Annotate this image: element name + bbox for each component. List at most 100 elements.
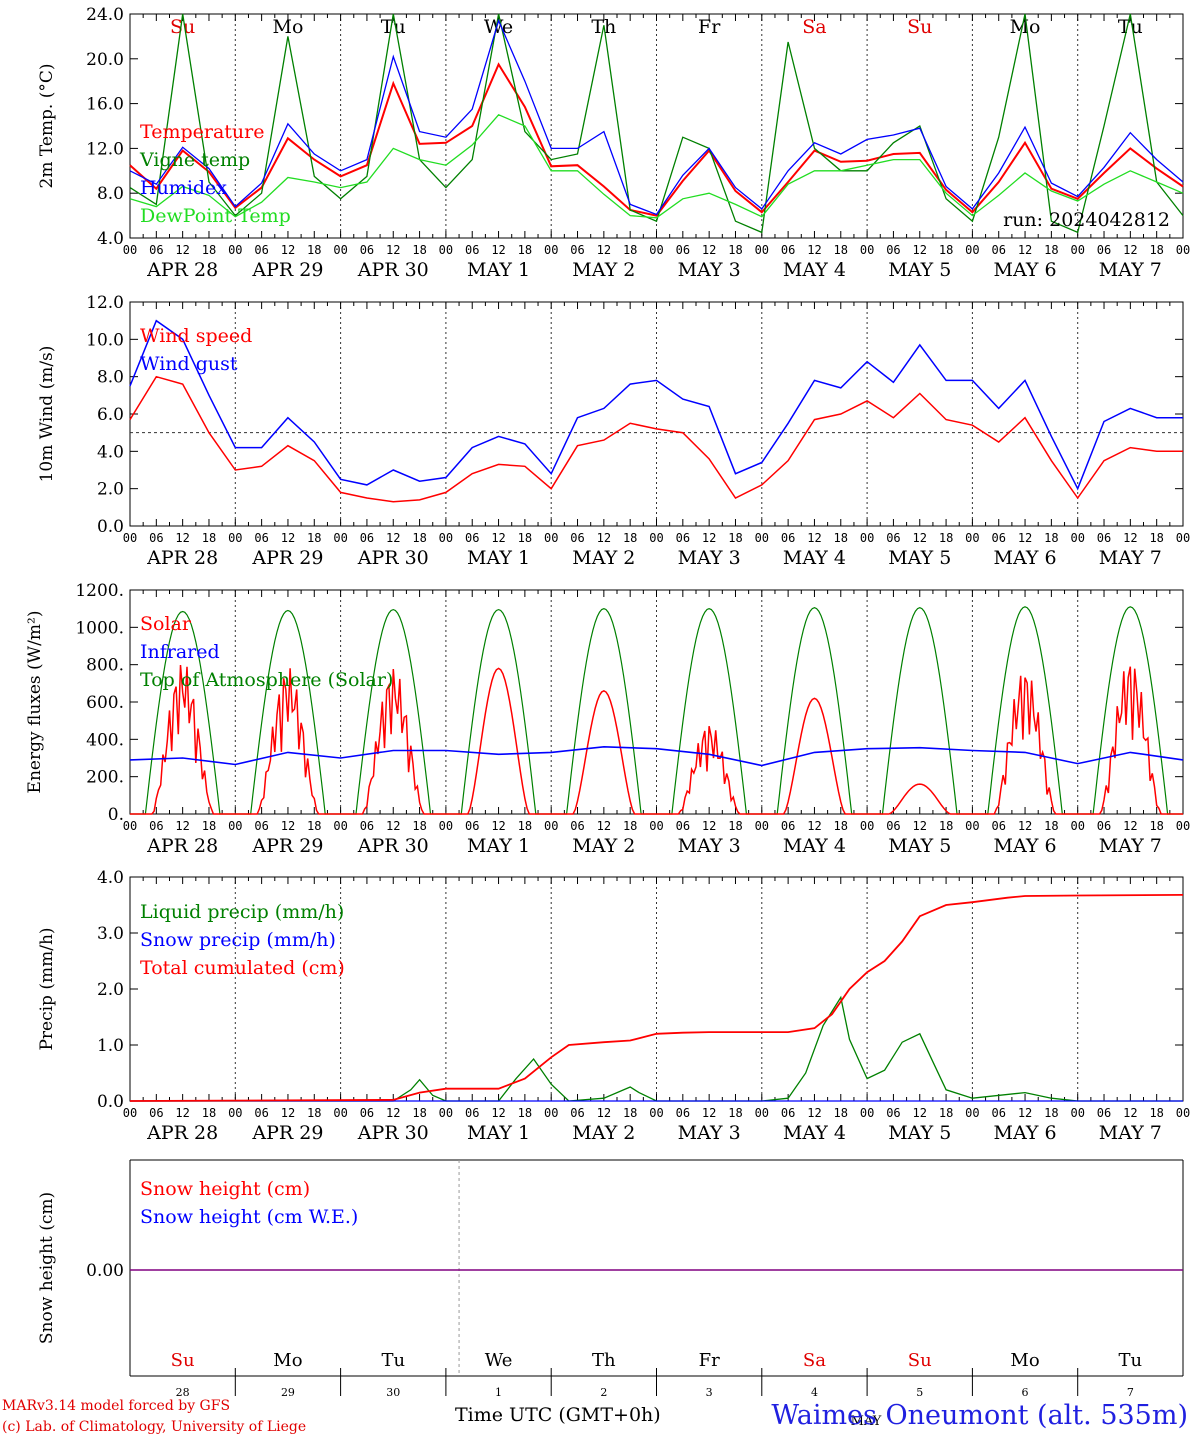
day-number-label: 30: [386, 1386, 400, 1399]
x-hour-label: 18: [412, 819, 426, 833]
y-tick-label: 0.: [108, 805, 124, 825]
x-hour-label: 12: [913, 1106, 927, 1120]
weekday-label: Sa: [803, 1350, 826, 1371]
weekday-label: Su: [908, 1350, 932, 1371]
x-hour-label: 18: [939, 1106, 953, 1120]
x-hour-label: 12: [807, 243, 821, 257]
x-hour-label: 06: [570, 531, 584, 545]
x-hour-label: 18: [1044, 531, 1058, 545]
x-hour-label: 00: [1070, 819, 1084, 833]
x-hour-label: 00: [1176, 819, 1190, 833]
x-hour-label: 18: [728, 243, 742, 257]
x-hour-label: 06: [781, 243, 795, 257]
legend-entry: Snow height (cm): [140, 1178, 310, 1200]
x-hour-label: 00: [1176, 531, 1190, 545]
x-hour-label: 12: [702, 1106, 716, 1120]
x-hour-label: 00: [333, 819, 347, 833]
x-hour-label: 12: [386, 819, 400, 833]
y-tick-label: 4.0: [97, 868, 124, 888]
x-hour-label: 06: [676, 243, 690, 257]
x-hour-label: 00: [755, 1106, 769, 1120]
x-hour-label: 12: [386, 531, 400, 545]
x-date-label: APR 28: [146, 259, 218, 281]
x-hour-label: 18: [939, 243, 953, 257]
y-axis-title: 10m Wind (m/s): [37, 346, 57, 483]
x-hour-label: 18: [307, 243, 321, 257]
x-hour-label: 18: [834, 243, 848, 257]
x-hour-label: 12: [281, 819, 295, 833]
x-hour-label: 12: [281, 1106, 295, 1120]
x-hour-label: 00: [965, 531, 979, 545]
x-hour-label: 12: [913, 243, 927, 257]
x-date-label: APR 29: [251, 547, 323, 569]
day-number-label: 5: [916, 1386, 923, 1399]
y-tick-label: 600.: [86, 693, 124, 713]
x-hour-label: 12: [175, 531, 189, 545]
x-hour-label: 12: [491, 243, 505, 257]
legend-entry: Wind gust: [140, 353, 238, 375]
y-axis-title: Snow height (cm): [37, 1192, 57, 1344]
weekday-label: Mo: [1010, 16, 1041, 38]
weekday-label: Th: [592, 1350, 616, 1371]
legend-entry: Total cumulated (cm): [140, 957, 345, 979]
weekday-label: Tu: [381, 1350, 405, 1371]
x-hour-label: 00: [1176, 243, 1190, 257]
x-hour-label: 00: [649, 1106, 663, 1120]
x-hour-label: 06: [1097, 819, 1111, 833]
x-date-label: MAY 7: [1099, 547, 1162, 569]
wind-series-2: [129, 319, 1183, 491]
x-hour-label: 18: [939, 531, 953, 545]
legend-entry: Solar: [140, 613, 192, 635]
x-hour-label: 06: [676, 1106, 690, 1120]
x-hour-label: 12: [597, 243, 611, 257]
x-hour-label: 12: [702, 243, 716, 257]
x-hour-label: 00: [860, 1106, 874, 1120]
x-hour-label: 00: [965, 819, 979, 833]
y-tick-label: 1200.: [75, 581, 124, 601]
x-hour-label: 06: [570, 1106, 584, 1120]
x-hour-label: 00: [439, 819, 453, 833]
x-date-label: MAY 2: [572, 547, 635, 569]
x-hour-label: 18: [307, 819, 321, 833]
x-hour-label: 00: [439, 531, 453, 545]
x-hour-label: 12: [281, 531, 295, 545]
y-tick-label: 400.: [86, 730, 124, 750]
x-hour-label: 18: [1149, 1106, 1163, 1120]
x-hour-label: 18: [834, 531, 848, 545]
y-tick-label: 800.: [86, 656, 124, 676]
y-tick-label: 10.0: [86, 330, 124, 350]
x-hour-label: 18: [202, 243, 216, 257]
y-tick-label: 12.0: [86, 139, 124, 159]
legend-entry: Vigne temp: [139, 149, 250, 171]
legend-entry: Snow precip (mm/h): [140, 929, 336, 951]
x-hour-label: 18: [1044, 1106, 1058, 1120]
x-hour-label: 06: [991, 531, 1005, 545]
lab-credit: (c) Lab. of Climatology, University of L…: [2, 1419, 307, 1435]
legend-entry: Wind speed: [140, 325, 252, 347]
x-hour-label: 00: [1070, 531, 1084, 545]
x-hour-label: 18: [623, 243, 637, 257]
temp-series-3: [129, 18, 1184, 216]
x-hour-label: 18: [1044, 819, 1058, 833]
x-hour-label: 00: [965, 1106, 979, 1120]
x-hour-label: 06: [360, 243, 374, 257]
model-credit: MARv3.14 model forced by GFS: [2, 1398, 231, 1414]
x-date-label: MAY 4: [783, 1122, 846, 1144]
day-number-label: 7: [1127, 1386, 1134, 1399]
x-hour-label: 18: [1149, 243, 1163, 257]
x-date-label: MAY 5: [888, 1122, 951, 1144]
x-hour-label: 12: [807, 531, 821, 545]
y-tick-label: 4.0: [97, 442, 124, 462]
x-hour-label: 00: [228, 819, 242, 833]
x-hour-label: 12: [1123, 1106, 1137, 1120]
weekday-label: We: [485, 1350, 513, 1371]
x-hour-label: 18: [623, 531, 637, 545]
x-hour-label: 06: [360, 531, 374, 545]
y-tick-label: 200.: [86, 768, 124, 788]
x-hour-label: 00: [333, 243, 347, 257]
x-hour-label: 00: [228, 1106, 242, 1120]
y-tick-label: 2.0: [97, 480, 124, 500]
x-date-label: MAY 1: [467, 835, 530, 857]
x-hour-label: 18: [834, 819, 848, 833]
x-hour-label: 12: [1018, 243, 1032, 257]
